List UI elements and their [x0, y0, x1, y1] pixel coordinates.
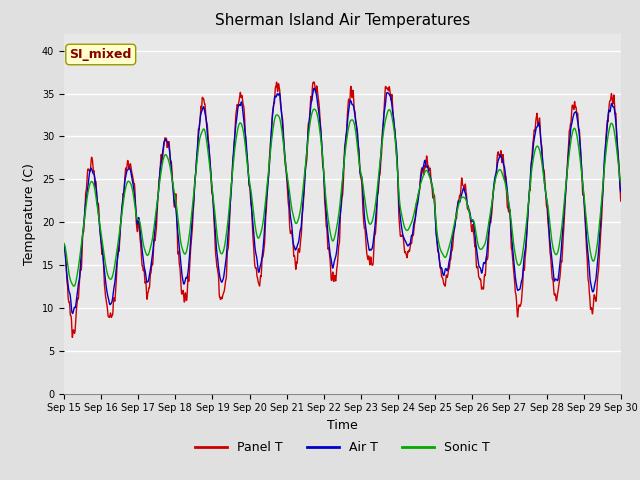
Title: Sherman Island Air Temperatures: Sherman Island Air Temperatures: [215, 13, 470, 28]
Y-axis label: Temperature (C): Temperature (C): [23, 163, 36, 264]
X-axis label: Time: Time: [327, 419, 358, 432]
Legend: Panel T, Air T, Sonic T: Panel T, Air T, Sonic T: [191, 436, 494, 459]
Text: SI_mixed: SI_mixed: [70, 48, 132, 61]
